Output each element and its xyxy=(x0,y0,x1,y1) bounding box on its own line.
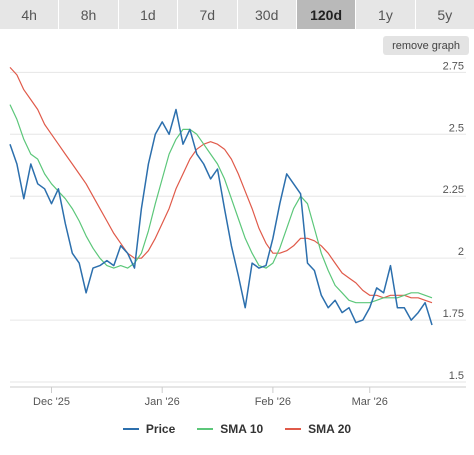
tab-1d[interactable]: 1d xyxy=(118,0,179,29)
timeframe-tabs: 4h 8h 1d 7d 30d 120d 1y 5y xyxy=(0,0,474,29)
legend-item-price[interactable]: Price xyxy=(122,420,176,438)
legend-label: SMA 20 xyxy=(308,422,352,436)
legend-item-sma20[interactable]: SMA 20 xyxy=(285,420,351,438)
x-tick-label: Mar '26 xyxy=(352,396,388,408)
y-tick-label: 2 xyxy=(458,246,464,258)
y-tick-label: 2.5 xyxy=(449,122,464,134)
series-lines xyxy=(9,66,433,326)
tab-4h[interactable]: 4h xyxy=(0,0,60,29)
legend-item-sma10[interactable]: SMA 10 xyxy=(197,420,263,438)
x-tick-label: Dec '25 xyxy=(33,396,70,408)
legend-swatch xyxy=(122,428,139,430)
price-line xyxy=(9,108,433,326)
legend-label: Price xyxy=(145,422,176,436)
grid-lines xyxy=(10,71,466,388)
sma20-line xyxy=(9,66,433,304)
x-axis-ticks: Dec '25 Jan '26 Feb '26 Mar '26 xyxy=(33,387,388,408)
tab-7d[interactable]: 7d xyxy=(178,0,238,29)
x-tick-label: Jan '26 xyxy=(145,396,180,408)
tab-120d[interactable]: 120d xyxy=(296,0,357,29)
y-axis-ticks: 1.5 1.75 2 2.25 2.5 2.75 xyxy=(443,60,464,382)
tab-30d[interactable]: 30d xyxy=(237,0,297,29)
y-tick-label: 2.25 xyxy=(443,184,464,196)
tab-1y[interactable]: 1y xyxy=(356,0,416,29)
legend-swatch xyxy=(197,428,214,430)
tab-5y[interactable]: 5y xyxy=(415,0,474,29)
tab-8h[interactable]: 8h xyxy=(59,0,119,29)
y-tick-label: 1.5 xyxy=(449,370,464,382)
chart-legend: Price SMA 10 SMA 20 xyxy=(0,420,474,438)
sma10-line xyxy=(9,104,433,304)
legend-label: SMA 10 xyxy=(220,422,264,436)
price-chart: 1.5 1.75 2 2.25 2.5 2.75 Dec '25 Jan '26 Feb '2… xyxy=(9,60,466,408)
remove-graph-button[interactable]: remove graph xyxy=(383,36,469,55)
x-tick-label: Feb '26 xyxy=(255,396,291,408)
y-tick-label: 1.75 xyxy=(443,308,464,320)
y-tick-label: 2.75 xyxy=(443,60,464,72)
legend-swatch xyxy=(285,428,302,430)
